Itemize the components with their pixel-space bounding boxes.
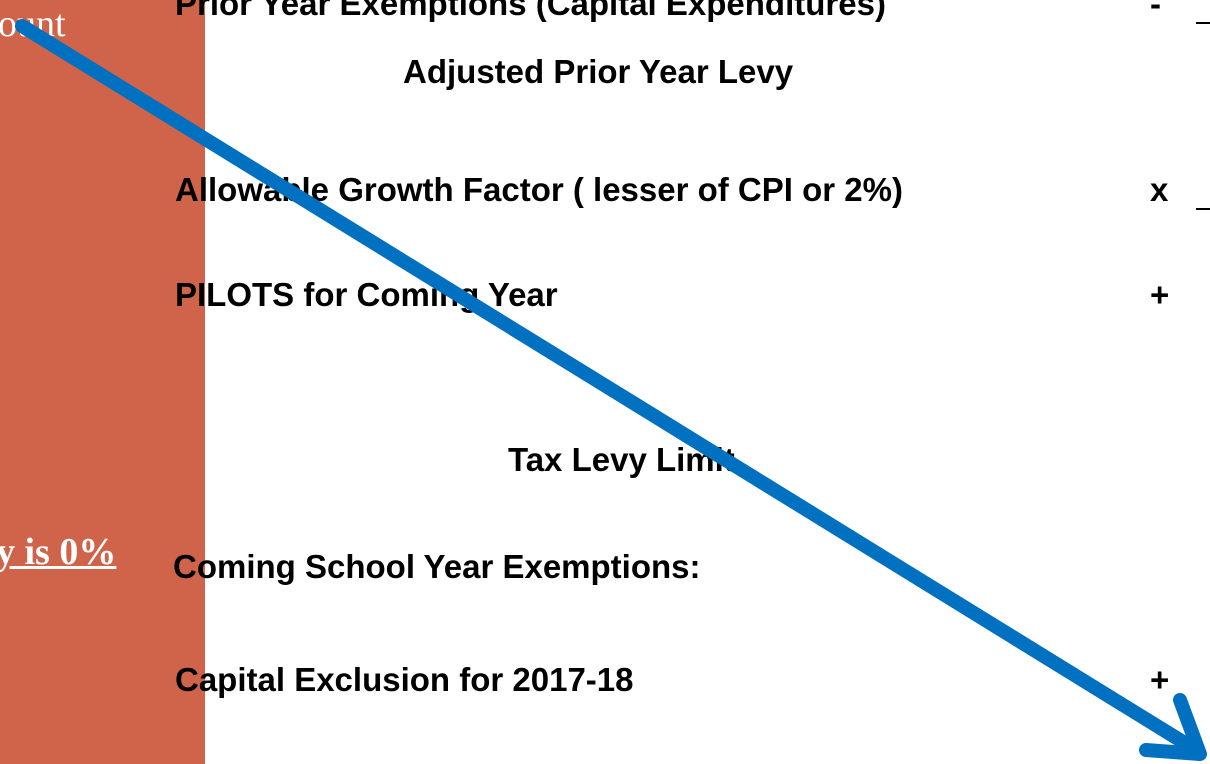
side-panel [0, 0, 205, 764]
operator: - [1150, 0, 1161, 22]
row-label: Capital Exclusion for 2017-18 [175, 661, 634, 698]
row-label: Coming School Year Exemptions: [173, 548, 701, 585]
row-label: Adjusted Prior Year Levy [403, 53, 794, 90]
row-label: PILOTS for Coming Year [175, 276, 558, 313]
row-label: Prior Year Exemptions (Capital Expenditu… [175, 0, 886, 22]
arrow-shaft [15, 19, 1203, 757]
operator: + [1150, 661, 1170, 698]
operator: + [1150, 276, 1170, 313]
underline [1196, 208, 1210, 210]
operator: x [1150, 171, 1169, 208]
arrow-head [1139, 693, 1207, 761]
panel-text: y is 0% [0, 531, 117, 573]
underline [1196, 22, 1210, 24]
